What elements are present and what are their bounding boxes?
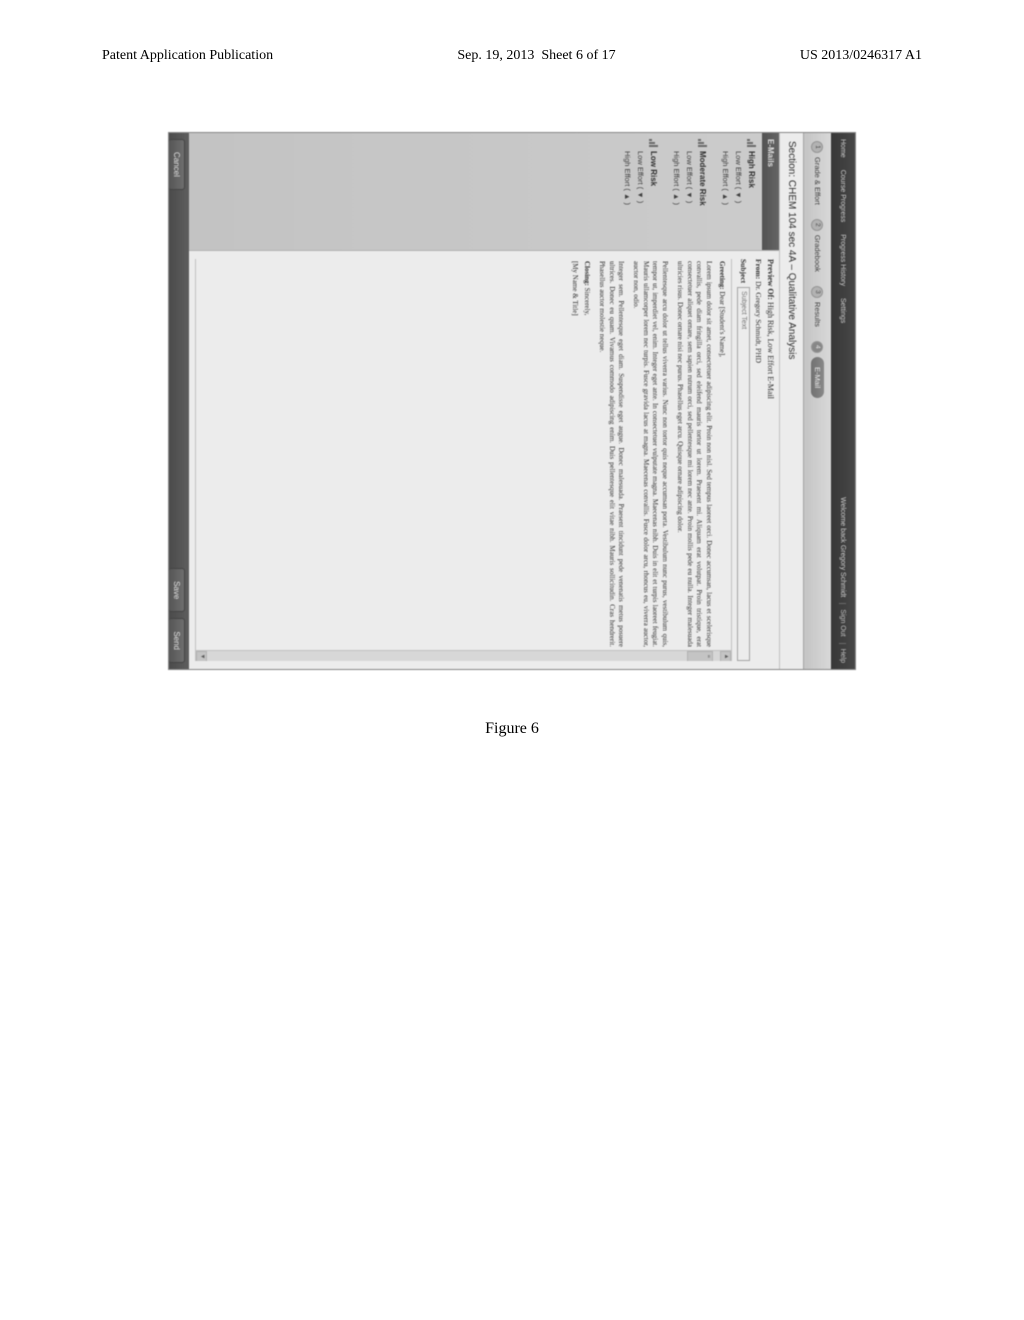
group-high-risk: High Risk Low Effort ( ▼ ) High Effort (… — [713, 133, 762, 250]
nav-tabs: Home Course Progress Progress History Se… — [840, 139, 847, 323]
pub-docnum: US 2013/0246317 A1 — [800, 48, 922, 64]
publication-header: Patent Application Publication Sep. 19, … — [98, 48, 926, 64]
cancel-button[interactable]: Cancel — [169, 139, 186, 190]
step-results[interactable]: 3 Results — [812, 286, 824, 327]
body-para-2: Pellentesque arcu dolor ut tellus viverr… — [631, 261, 669, 647]
app-header: Home Course Progress Progress History Se… — [831, 133, 855, 669]
group-low-risk: Low Risk Low Effort ( ▼ ) High Effort ( … — [615, 133, 664, 250]
from-line: From: Dr. Gregory Schmidt, PHD — [754, 259, 763, 661]
tab-progress-history[interactable]: Progress History — [840, 234, 847, 286]
save-button[interactable]: Save — [169, 568, 186, 612]
mod-low-effort[interactable]: Low Effort ( ▼ ) — [683, 133, 696, 250]
greeting: Greeting: Dear [Student's Name], — [717, 261, 726, 647]
low-risk-head[interactable]: Low Risk — [647, 133, 660, 250]
button-row: Cancel Save Send — [168, 133, 189, 669]
subject-row: Subject — [737, 259, 750, 661]
subject-label: Subject — [739, 259, 748, 283]
email-body[interactable]: ▲ ≡ ▼ Greeting: Dear [Student's Name], L… — [195, 259, 732, 661]
help-link[interactable]: Help — [840, 643, 847, 663]
body-para-3: Integer sem. Pellentesque eget diam. Sus… — [597, 261, 625, 647]
scroll-up-icon[interactable]: ▲ — [720, 651, 731, 661]
scroll-thumb[interactable]: ≡ — [687, 651, 713, 661]
signature: [My Name & Title] — [570, 261, 579, 647]
group-moderate-risk: Moderate Risk Low Effort ( ▼ ) High Effo… — [664, 133, 713, 250]
preview-line: Preview Of: High Risk, Low Effort E-Mail — [766, 259, 775, 661]
low-low-effort[interactable]: Low Effort ( ▼ ) — [634, 133, 647, 250]
risk-icon — [698, 139, 707, 147]
moderate-risk-head[interactable]: Moderate Risk — [696, 133, 709, 250]
screenshot-figure: Home Course Progress Progress History Se… — [168, 132, 856, 670]
figure-caption: Figure 6 — [98, 720, 926, 738]
tab-settings[interactable]: Settings — [840, 298, 847, 323]
sidebar: E-Mails High Risk Low Effort ( ▼ ) High … — [189, 133, 779, 251]
scroll-down-icon[interactable]: ▼ — [196, 651, 207, 661]
section-title: Section: CHEM 104 sec 4A – Qualitative A… — [779, 133, 803, 669]
step-email[interactable]: 4 E-Mail — [811, 341, 824, 398]
low-high-effort[interactable]: High Effort ( ▲ ) — [621, 133, 634, 250]
steps-bar: 1 Grade & Effort 2 Gradebook 3 Results 4… — [803, 133, 831, 669]
send-button[interactable]: Send — [169, 618, 186, 663]
tab-course-progress[interactable]: Course Progress — [840, 170, 847, 223]
pub-date: Sep. 19, 2013 Sheet 6 of 17 — [457, 48, 615, 64]
pub-left: Patent Application Publication — [102, 48, 273, 64]
closing: Closing: Sincerely, — [581, 261, 590, 647]
risk-icon — [649, 139, 658, 147]
risk-icon — [747, 139, 756, 147]
step-grade-effort[interactable]: 1 Grade & Effort — [812, 141, 824, 205]
tab-home[interactable]: Home — [840, 139, 847, 158]
email-content: Preview Of: High Risk, Low Effort E-Mail… — [189, 251, 779, 669]
welcome-text: Welcome back Gregory Schmidt — [840, 497, 847, 597]
sidebar-head: E-Mails — [762, 133, 779, 250]
high-low-effort[interactable]: Low Effort ( ▼ ) — [732, 133, 745, 250]
mod-high-effort[interactable]: High Effort ( ▲ ) — [670, 133, 683, 250]
step-gradebook[interactable]: 2 Gradebook — [812, 219, 824, 272]
scrollbar[interactable]: ▲ ≡ ▼ — [196, 650, 731, 661]
body-para-1: Lorem ipsum dolor sit amet, consectetuer… — [675, 261, 713, 647]
signout-link[interactable]: Sign Out — [840, 603, 847, 636]
subject-input[interactable] — [737, 287, 750, 661]
high-high-effort[interactable]: High Effort ( ▲ ) — [719, 133, 732, 250]
high-risk-head[interactable]: High Risk — [745, 133, 758, 250]
